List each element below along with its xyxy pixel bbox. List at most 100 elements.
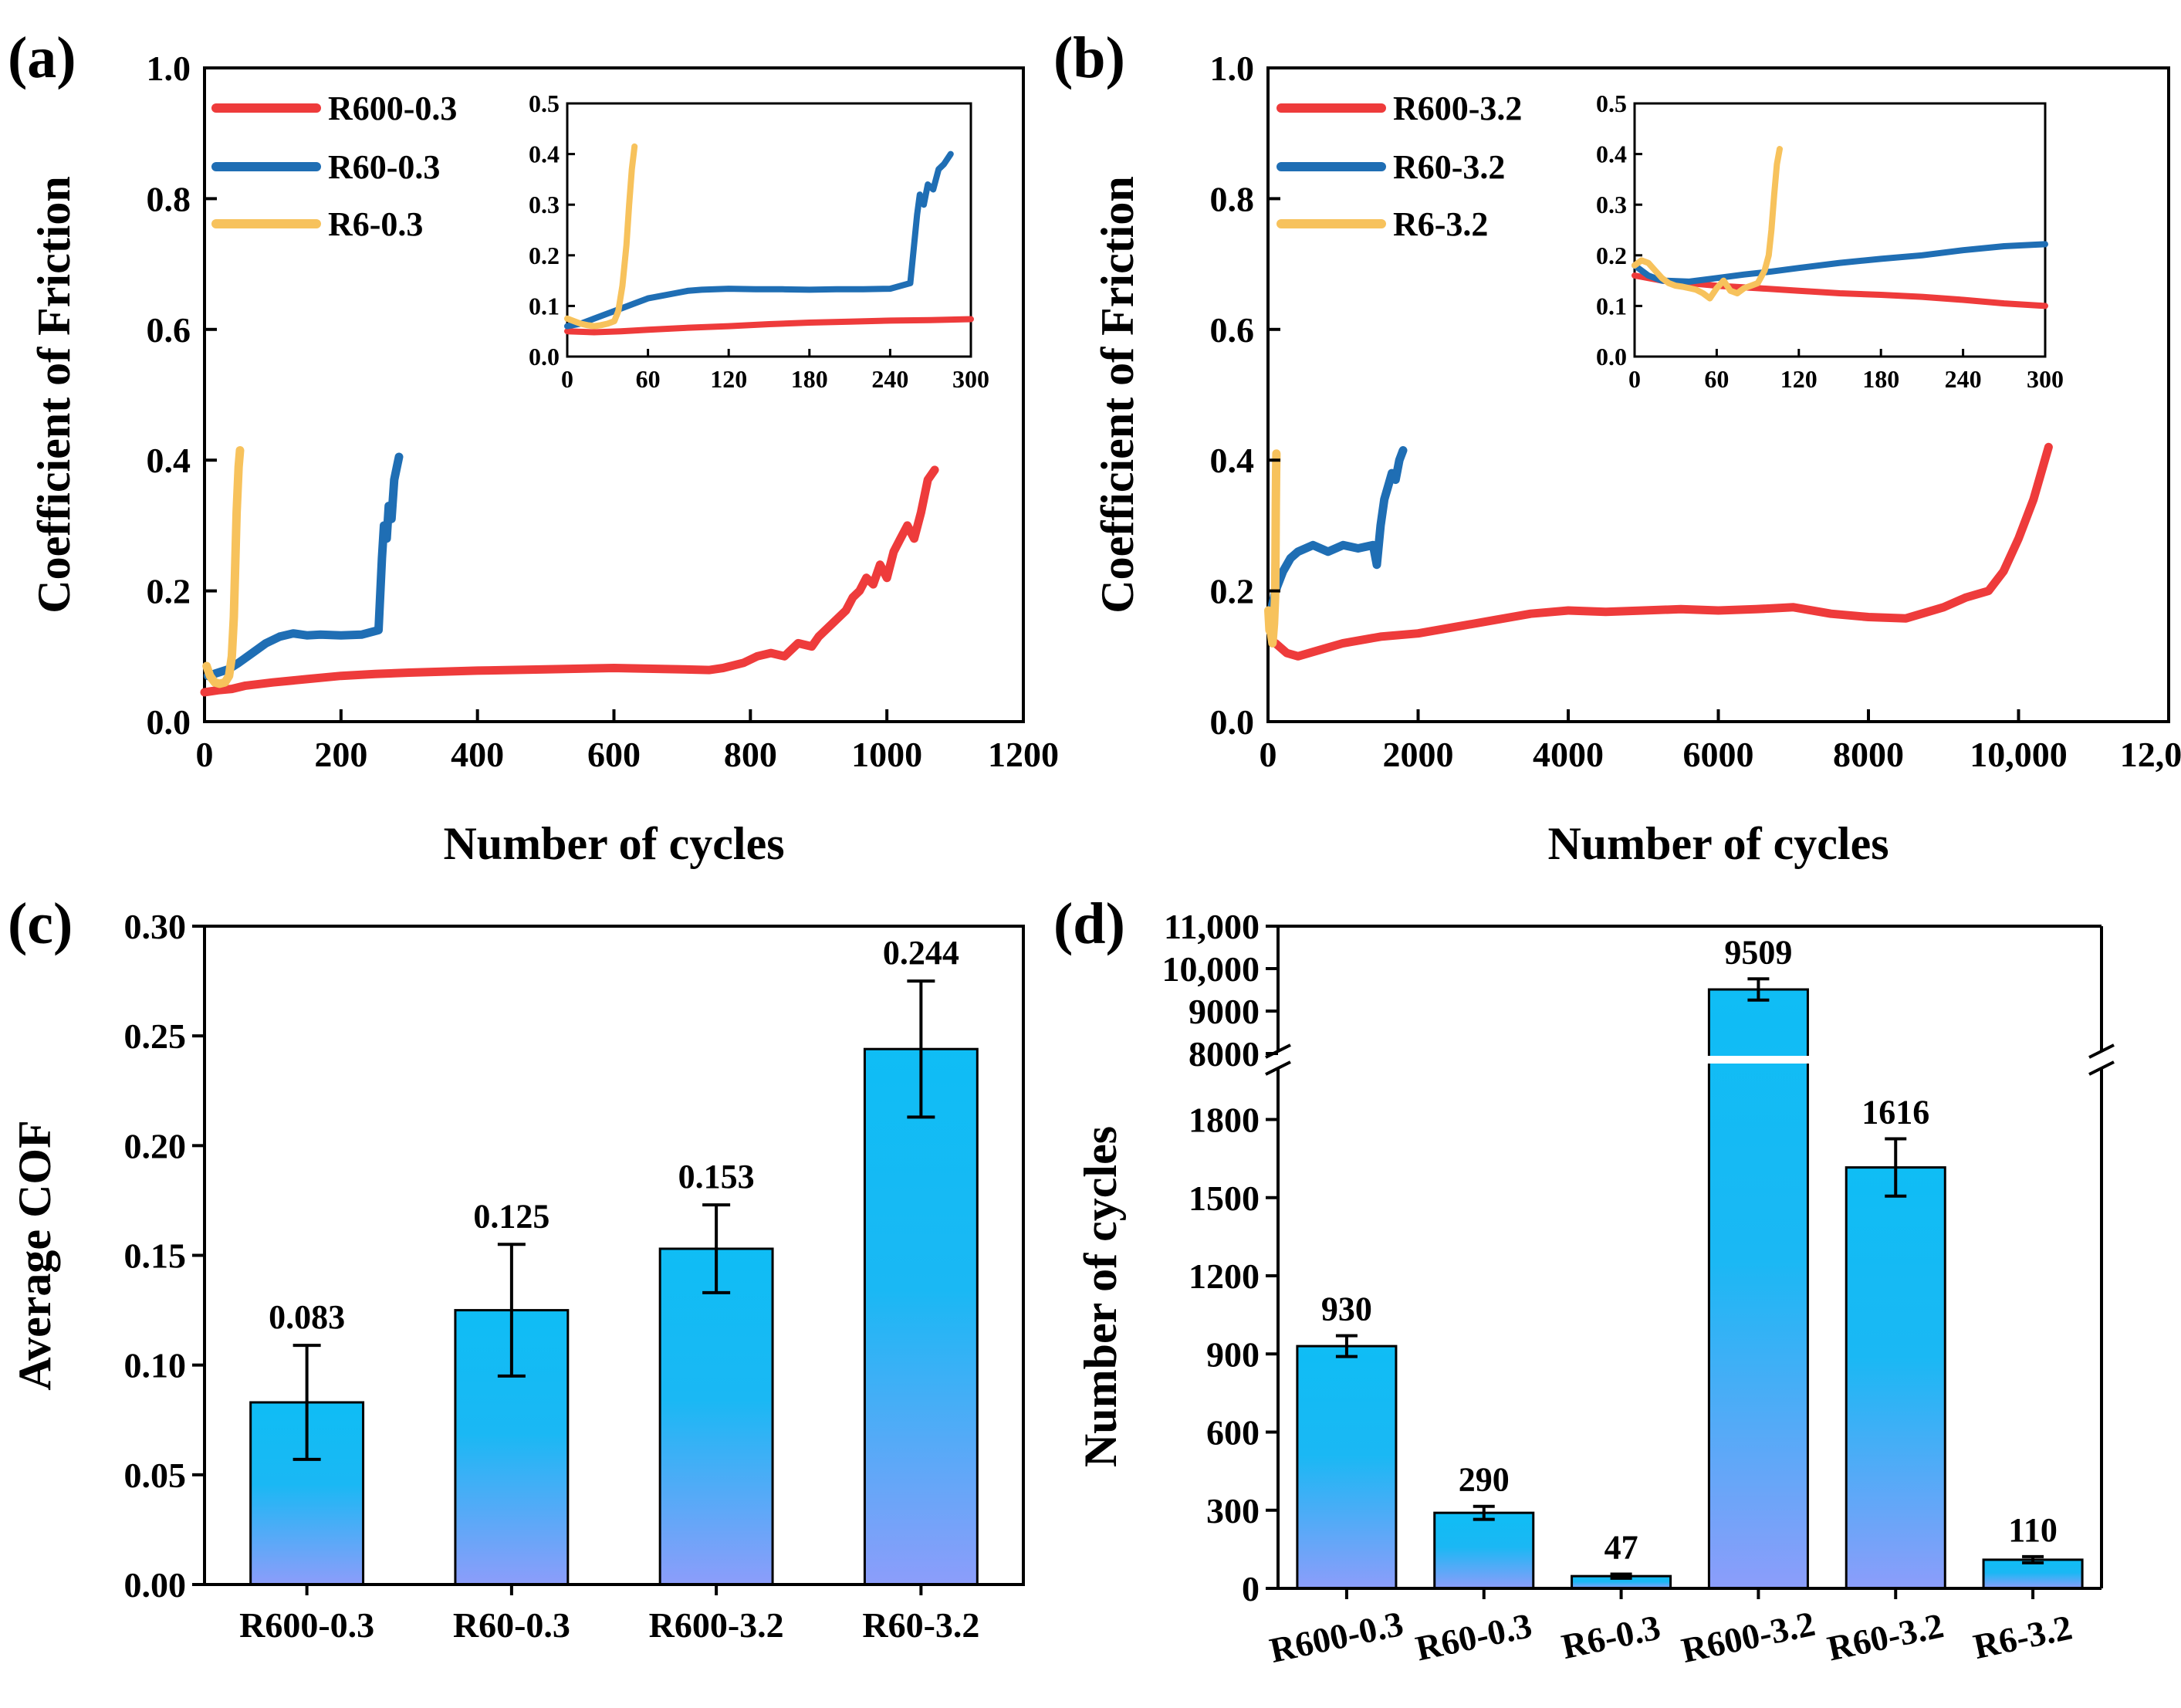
bar-value-label: 0.153 [678, 1158, 755, 1196]
x-tick-label-a: 600 [587, 735, 641, 774]
series-line-a-r600-0.3 [200, 465, 939, 697]
y-tick-label-a: 0.0 [147, 702, 191, 742]
y-tick-label-c: 0.00 [124, 1565, 187, 1605]
y-axis-title-c: Average COF [9, 1120, 60, 1390]
inset-frame-b [1633, 102, 2047, 358]
inset-y-tick-label-b: 0.0 [1596, 343, 1627, 370]
inset-x-tick-label-a: 60 [636, 365, 661, 393]
bar-r600-3.2 [1707, 988, 1809, 1590]
legend-label-a: R600-0.3 [328, 90, 457, 127]
panel-label-d: (d) [1053, 891, 1125, 956]
inset-x-tick-label-a: 120 [710, 365, 747, 393]
y-tick-label-d: 1800 [1189, 1101, 1260, 1140]
x-tick-label-b: 2000 [1383, 735, 1454, 774]
y-axis-title-a: Coefficient of Friction [29, 176, 79, 613]
inset-x-tick-label-a: 300 [952, 365, 989, 393]
axis-break-mark [1265, 1060, 1291, 1076]
inset-x-tick-label-b: 60 [1704, 365, 1729, 393]
y-tick-label-d: 1500 [1189, 1179, 1260, 1218]
x-tick-label-b: 12,000 [2120, 735, 2181, 774]
bar-r600-0.3 [1296, 1344, 1398, 1590]
inset-x-tick-label-a: 240 [871, 365, 908, 393]
bar-value-label: 290 [1459, 1461, 1510, 1499]
inset-frame-a [566, 102, 972, 358]
x-tick-label-c: R60-0.3 [453, 1605, 570, 1645]
inset-series-line-a-r600-0.3 [564, 316, 974, 336]
y-tick-label-c: 0.05 [124, 1456, 187, 1495]
bar-value-label: 0.083 [269, 1298, 345, 1336]
y-tick-label-c: 0.20 [124, 1126, 187, 1165]
bar-value-label: 110 [2008, 1511, 2058, 1549]
inset-y-tick-label-b: 0.5 [1596, 90, 1627, 117]
inset-x-tick-label-a: 180 [791, 365, 828, 393]
x-tick-label-c: R600-0.3 [239, 1605, 374, 1645]
bar-value-label: 930 [1321, 1290, 1372, 1328]
bar-value-label: 0.244 [883, 934, 959, 972]
x-tick-label-a: 1000 [851, 735, 922, 774]
legend-label-a: R60-0.3 [328, 148, 440, 186]
bar-r600-3.2 [658, 1247, 774, 1586]
y-axis-title-d: Number of cycles [1075, 1126, 1126, 1467]
y-tick-label-a: 0.2 [147, 572, 191, 611]
y-tick-label-a: 0.6 [147, 310, 191, 350]
x-tick-label-d: R600-0.3 [1266, 1604, 1407, 1670]
y-tick-label-d: 300 [1206, 1491, 1260, 1530]
y-tick-label-a: 0.8 [147, 179, 191, 218]
x-tick-label-c: R60-3.2 [862, 1605, 979, 1645]
bar-r60-3.2 [863, 1047, 979, 1586]
y-tick-label-b: 0.4 [1210, 441, 1255, 480]
inset-y-tick-label-b: 0.2 [1596, 242, 1627, 269]
inset-series-line-a-r6-0.3 [564, 143, 638, 330]
series-line-a-r60-0.3 [203, 452, 404, 681]
x-tick-label-b: 8000 [1833, 735, 1904, 774]
series-line-a-r6-0.3 [202, 446, 245, 688]
inset-x-tick-label-b: 120 [1780, 365, 1818, 393]
bar-value-label: 9509 [1724, 933, 1792, 971]
series-line-b-r600-3.2 [1271, 442, 2053, 661]
y-tick-label-b: 0.2 [1210, 572, 1255, 611]
x-tick-label-d: R6-0.3 [1558, 1607, 1664, 1666]
y-tick-label-c: 0.30 [124, 907, 187, 946]
inset-x-tick-label-b: 0 [1628, 365, 1641, 393]
y-tick-label-d: 600 [1206, 1413, 1260, 1453]
axis-break-mark [2088, 1060, 2115, 1076]
x-tick-label-b: 10,000 [1970, 735, 2068, 774]
x-tick-label-a: 800 [724, 735, 777, 774]
inset-y-tick-label-a: 0.1 [529, 292, 560, 320]
x-tick-label-a: 400 [451, 735, 504, 774]
inset-y-tick-label-a: 0.3 [529, 191, 560, 218]
y-tick-label-c: 0.15 [124, 1236, 187, 1276]
inset-y-tick-label-a: 0.4 [529, 140, 560, 168]
series-line-b-r60-3.2 [1266, 446, 1408, 615]
legend-label-a: R6-0.3 [328, 205, 423, 243]
y-tick-label-d: 900 [1206, 1334, 1260, 1374]
y-tick-label-a: 1.0 [147, 49, 191, 88]
series-line-b-r6-3.2 [1264, 449, 1281, 648]
x-tick-label-a: 1200 [988, 735, 1059, 774]
bar-value-label: 0.125 [473, 1197, 549, 1235]
bar-value-label: 47 [1604, 1528, 1638, 1566]
inset-y-tick-label-a: 0.5 [529, 90, 560, 117]
x-tick-label-a: 0 [196, 735, 214, 774]
inset-x-tick-label-b: 300 [2027, 365, 2064, 393]
x-axis-title-a: Number of cycles [443, 818, 784, 869]
inset-y-tick-label-b: 0.1 [1596, 292, 1627, 320]
x-tick-label-a: 200 [314, 735, 367, 774]
legend-label-b: R600-3.2 [1393, 90, 1522, 127]
x-tick-label-d: R6-3.2 [1970, 1607, 2075, 1666]
panel-label-a: (a) [8, 25, 76, 90]
y-tick-label-d: 10,000 [1162, 949, 1260, 989]
inset-x-tick-label-b: 180 [1862, 365, 1899, 393]
legend-label-b: R60-3.2 [1393, 148, 1505, 186]
x-tick-label-d: R600-3.2 [1678, 1604, 1818, 1670]
y-tick-label-b: 1.0 [1210, 49, 1255, 88]
x-tick-label-c: R600-3.2 [649, 1605, 784, 1645]
bar-break-gap [1706, 1056, 1811, 1064]
x-tick-label-d: R60-0.3 [1412, 1605, 1535, 1668]
x-tick-label-d: R60-3.2 [1824, 1605, 1946, 1668]
y-axis-title-b: Coefficient of Friction [1092, 176, 1143, 613]
bar-r60-3.2 [1845, 1166, 1946, 1590]
bar-value-label: 1616 [1861, 1093, 1929, 1131]
inset-y-tick-label-b: 0.3 [1596, 191, 1627, 218]
y-tick-label-b: 0.8 [1210, 179, 1255, 218]
